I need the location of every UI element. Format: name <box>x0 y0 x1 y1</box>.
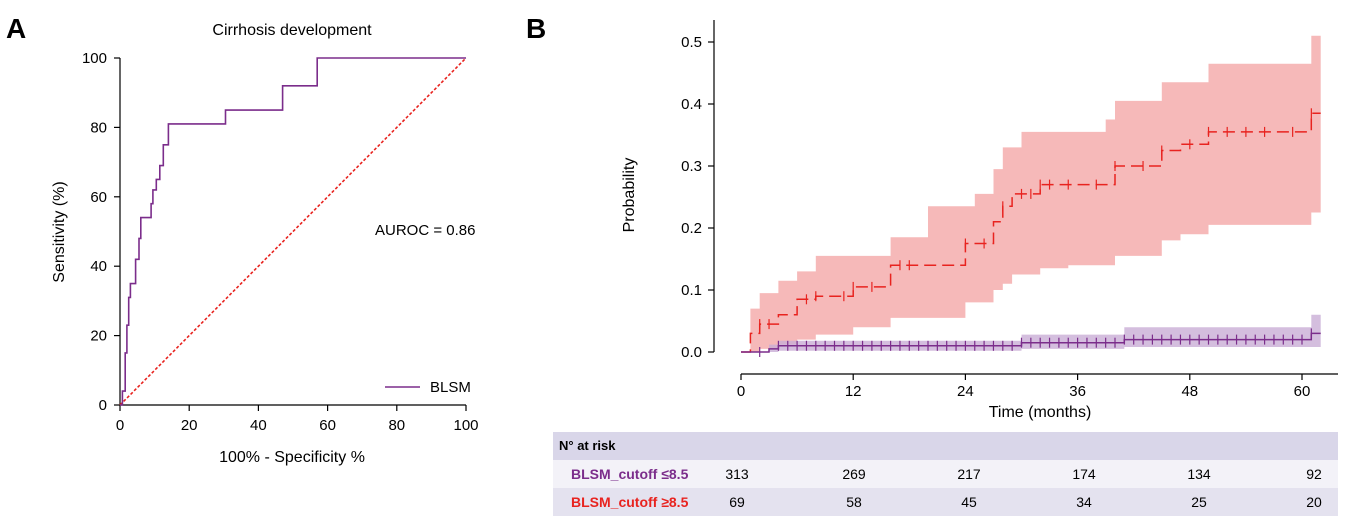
km-x-tick-label: 24 <box>957 383 974 400</box>
roc-y-tick-label: 0 <box>99 397 107 414</box>
roc-y-ticks: 0 20 40 60 80 100 <box>82 50 120 414</box>
roc-x-tick-label: 60 <box>319 417 336 434</box>
roc-x-tick-label: 0 <box>116 417 124 434</box>
km-y-tick-label: 0.5 <box>681 34 702 51</box>
risk-row-high: BLSM_cutoff ≥8.5 69 58 45 34 25 20 <box>553 488 1338 516</box>
panel-label-a: A <box>6 13 26 44</box>
roc-x-tick-label: 80 <box>388 417 405 434</box>
km-y-tick-label: 0.3 <box>681 158 702 175</box>
roc-y-tick-label: 80 <box>90 119 107 136</box>
roc-y-tick-label: 20 <box>90 328 107 345</box>
roc-x-tick-label: 20 <box>181 417 198 434</box>
roc-y-tick-label: 100 <box>82 50 107 67</box>
risk-table-header: N° at risk <box>553 432 1338 460</box>
km-y-label: Probability <box>621 158 638 233</box>
risk-table: N° at risk BLSM_cutoff ≤8.5 313 269 217 … <box>553 432 1338 516</box>
risk-cell: 92 <box>1306 466 1322 482</box>
risk-cell: 58 <box>846 494 862 510</box>
risk-row-high-label: BLSM_cutoff ≥8.5 <box>571 494 689 510</box>
risk-cell: 134 <box>1187 466 1211 482</box>
km-x-tick-label: 48 <box>1181 383 1198 400</box>
roc-title: Cirrhosis development <box>212 22 372 39</box>
km-x-tick-label: 60 <box>1294 383 1311 400</box>
risk-cell: 25 <box>1191 494 1207 510</box>
km-y-tick-label: 0.1 <box>681 282 702 299</box>
risk-cell: 34 <box>1076 494 1092 510</box>
roc-x-ticks: 0 20 40 60 80 100 <box>116 405 479 434</box>
ci-band-low <box>741 314 1321 352</box>
risk-cell: 269 <box>842 466 866 482</box>
km-y-tick-label: 0.2 <box>681 220 702 237</box>
roc-curve-blsm <box>120 57 466 406</box>
incidence-chart: 0 12 24 36 48 60 0.0 0.1 0.2 0.3 0.4 0.5 Time (mon… <box>621 20 1338 421</box>
km-y-tick-label: 0.0 <box>681 344 702 361</box>
roc-y-label: Sensitivity (%) <box>51 181 68 282</box>
auroc-annotation: AUROC = 0.86 <box>375 222 475 239</box>
risk-cell: 45 <box>961 494 977 510</box>
roc-reference-line <box>119 57 467 406</box>
legend-label-blsm: BLSM <box>430 379 471 396</box>
risk-cell: 174 <box>1072 466 1096 482</box>
risk-cell: 217 <box>957 466 981 482</box>
risk-row-low-label: BLSM_cutoff ≤8.5 <box>571 466 689 482</box>
km-y-ticks: 0.0 0.1 0.2 0.3 0.4 0.5 <box>681 34 714 361</box>
roc-y-tick-label: 40 <box>90 258 107 275</box>
km-y-tick-label: 0.4 <box>681 96 702 113</box>
km-x-label: Time (months) <box>989 404 1092 421</box>
km-x-ticks: 0 12 24 36 48 60 <box>737 374 1311 400</box>
roc-x-label: 100% - Specificity % <box>219 449 365 466</box>
risk-cell: 20 <box>1306 494 1322 510</box>
roc-x-tick-label: 40 <box>250 417 267 434</box>
km-x-tick-label: 0 <box>737 383 745 400</box>
km-x-tick-label: 36 <box>1069 383 1086 400</box>
censor-marks <box>759 108 1312 357</box>
roc-chart: Cirrhosis development 0 20 40 60 80 100 0 20 40… <box>51 22 479 466</box>
risk-cell: 69 <box>729 494 745 510</box>
panel-label-b: B <box>526 13 546 44</box>
roc-y-tick-label: 60 <box>90 189 107 206</box>
roc-x-tick-label: 100 <box>453 417 478 434</box>
risk-cell: 313 <box>725 466 749 482</box>
km-x-tick-label: 12 <box>845 383 862 400</box>
incidence-curve-high <box>741 112 1321 353</box>
risk-row-low: BLSM_cutoff ≤8.5 313 269 217 174 134 92 <box>553 460 1338 488</box>
